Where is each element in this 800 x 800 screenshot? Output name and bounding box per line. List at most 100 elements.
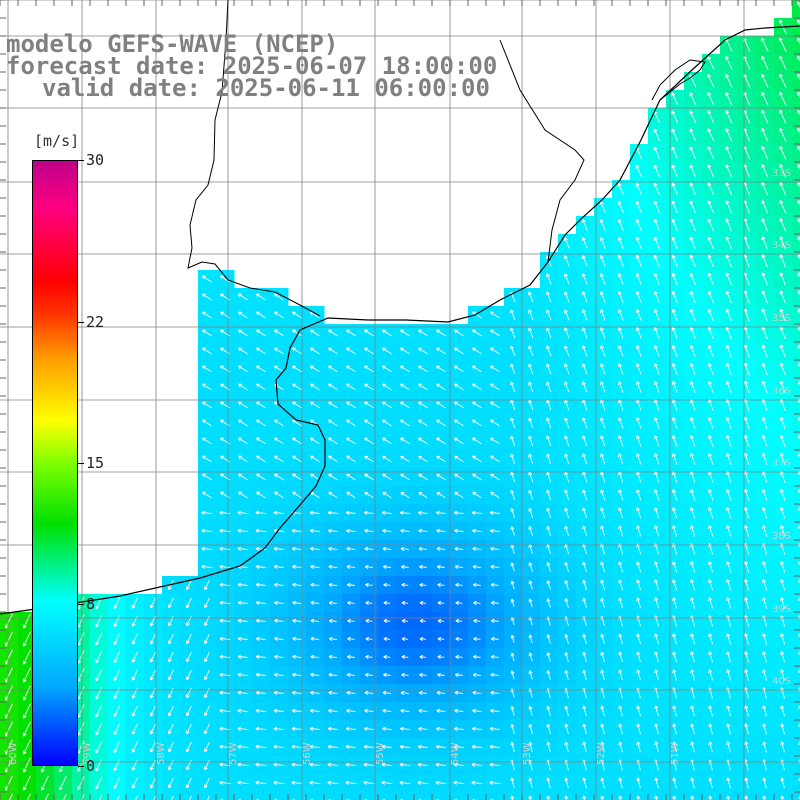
wind-arrow	[401, 636, 409, 642]
wind-arrow	[779, 164, 787, 178]
wind-arrow	[167, 633, 174, 645]
wind-arrow	[400, 419, 410, 427]
wind-arrow	[489, 762, 501, 767]
wind-arrow	[546, 291, 552, 303]
wind-arrow	[780, 506, 786, 519]
wind-arrow	[582, 651, 587, 663]
wind-arrow	[399, 510, 410, 515]
wind-arrow	[364, 491, 374, 499]
longitude-label: 56W	[302, 742, 313, 765]
wind-arrow	[345, 726, 356, 731]
wind-arrow	[490, 708, 500, 713]
wind-arrow	[726, 705, 731, 717]
wind-cell	[792, 702, 800, 721]
wind-arrow	[202, 491, 212, 499]
wind-arrow	[707, 344, 714, 357]
wind-arrow	[292, 473, 302, 481]
wind-arrow	[528, 652, 533, 662]
wind-cell	[792, 378, 800, 397]
wind-arrow	[564, 741, 569, 753]
wind-arrow	[708, 597, 714, 609]
wind-arrow	[600, 579, 606, 591]
wind-arrow	[528, 580, 533, 590]
wind-arrow	[310, 690, 320, 695]
wind-arrow	[618, 489, 624, 501]
wind-arrow	[238, 491, 248, 499]
wind-arrow	[473, 600, 481, 605]
wind-arrow	[761, 73, 769, 88]
colorbar-tick-mark	[78, 160, 84, 161]
longitude-label: 54W	[450, 742, 461, 765]
wind-arrow	[418, 455, 428, 463]
wind-arrow	[761, 91, 769, 106]
wind-arrow	[725, 272, 732, 286]
wind-arrow	[328, 401, 338, 409]
wind-arrow	[364, 564, 373, 569]
wind-arrow	[726, 795, 731, 800]
wind-arrow	[328, 636, 337, 641]
wind-arrow	[726, 561, 732, 573]
wind-arrow	[134, 795, 138, 800]
wind-arrow	[600, 453, 606, 465]
wind-arrow	[744, 506, 750, 519]
wind-arrow	[690, 435, 696, 447]
wind-arrow	[131, 759, 138, 771]
wind-arrow	[95, 668, 103, 682]
wind-arrow	[617, 200, 624, 213]
wind-arrow	[472, 419, 482, 427]
wind-cell	[612, 792, 631, 800]
model-title: modelo GEFS-WAVE (NCEP)	[6, 30, 339, 58]
wind-arrow	[707, 290, 714, 304]
wind-arrow	[255, 546, 267, 551]
wind-arrow	[274, 636, 284, 641]
wind-arrow	[581, 273, 588, 285]
wind-arrow	[77, 776, 85, 790]
wind-arrow	[472, 672, 481, 677]
wind-arrow	[761, 109, 769, 124]
wind-arrow	[274, 347, 284, 355]
wind-arrow	[564, 381, 570, 393]
wind-arrow	[490, 690, 500, 695]
wind-arrow	[708, 651, 714, 663]
wind-arrow	[690, 723, 695, 735]
wind-arrow	[654, 561, 660, 573]
wind-arrow	[780, 723, 785, 735]
wind-arrow	[400, 546, 410, 551]
wind-arrow	[400, 365, 410, 373]
wind-arrow	[563, 237, 570, 249]
wind-arrow	[780, 705, 785, 717]
wind-arrow	[582, 597, 587, 609]
wind-arrow	[167, 741, 174, 753]
wind-arrow	[345, 762, 357, 767]
wind-arrow	[401, 600, 409, 606]
wind-arrow	[635, 345, 642, 357]
wind-cell	[792, 144, 800, 163]
wind-arrow	[564, 525, 570, 537]
wind-arrow	[346, 690, 356, 695]
wind-arrow	[400, 383, 410, 391]
wind-cell	[486, 792, 505, 800]
wind-cell	[576, 792, 595, 800]
wind-arrow	[455, 582, 463, 587]
wind-arrow	[418, 347, 428, 355]
wind-arrow	[383, 582, 391, 588]
wind-arrow	[273, 546, 285, 551]
wind-arrow	[472, 528, 482, 533]
wind-arrow	[582, 453, 588, 465]
wind-arrow	[797, 73, 800, 80]
wind-arrow	[779, 416, 786, 430]
wind-arrow	[582, 363, 588, 375]
wind-arrow	[635, 236, 642, 249]
wind-arrow	[528, 777, 533, 789]
wind-arrow	[707, 218, 714, 232]
wind-arrow	[546, 795, 551, 800]
wind-arrow	[708, 741, 713, 753]
wind-arrow	[672, 723, 677, 735]
wind-arrow	[671, 218, 678, 232]
wind-arrow	[654, 489, 660, 501]
wind-arrow	[726, 723, 731, 735]
wind-cell	[792, 558, 800, 577]
wind-arrow	[780, 597, 786, 609]
wind-arrow	[600, 381, 606, 393]
wind-arrow	[219, 510, 231, 515]
